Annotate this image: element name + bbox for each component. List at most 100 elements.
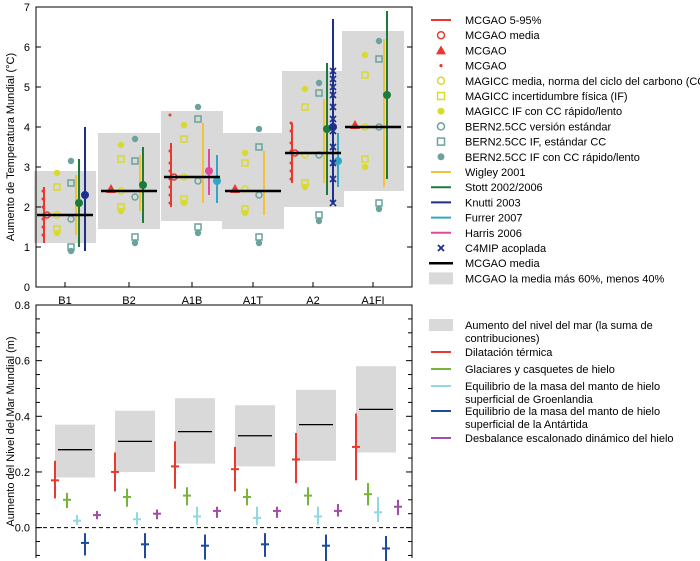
legend-label-c4mip: C4MIP acoplada xyxy=(465,243,547,255)
sea-level-legend: Aumento del nivel del mar (la suma de con… xyxy=(429,319,674,445)
legend-label-line-total-1: contribuciones) xyxy=(465,333,540,345)
legend-symbol-mcgao_mean_circle xyxy=(436,30,446,40)
ytick-label-5: 5 xyxy=(24,82,30,94)
legend-label-wigley: Wigley 2001 xyxy=(465,167,526,179)
mark-s8-A1B-0 xyxy=(194,223,202,231)
ytick-label-2: 2 xyxy=(24,202,30,214)
legend-label-furrer: Furrer 2007 xyxy=(465,213,522,225)
ytick-label-6: 6 xyxy=(24,42,30,54)
legend-symbol-total xyxy=(429,319,453,331)
mark-s3-A2-2 xyxy=(289,161,293,165)
mark-s9-B1-1 xyxy=(67,157,75,165)
mark-s3-A1B-4 xyxy=(168,169,172,173)
mark-s11-B2-dot xyxy=(139,181,147,189)
y-axis-label: Aumento del Nivel del Mar Mundial (m) xyxy=(5,336,17,526)
mark-s8-A1B-1 xyxy=(194,115,202,123)
legend-label-mcgao_mean_circle: MCGAO media xyxy=(465,30,540,42)
mark-s15-A2-0 xyxy=(329,199,337,207)
ytick-label-3: 3 xyxy=(24,162,30,174)
mark-s6-A1T-0 xyxy=(241,209,249,217)
mark-s9-A1FI-1 xyxy=(375,37,383,45)
legend-label-mcgao_dot: MCGAO xyxy=(465,61,507,73)
temperature-legend: MCGAO 5-95% MCGAO media MCGAO MCGAO MAGICC m… xyxy=(429,15,700,285)
mark-s5-A1FI-1 xyxy=(361,71,369,79)
legend-symbol-bern_ifcc xyxy=(437,153,445,161)
ytick-label-0.8: 0.8 xyxy=(15,300,30,312)
legend-label-glaciers: Glaciares y casquetes de hielo xyxy=(465,364,615,376)
mark-s15-A2-7 xyxy=(329,91,337,99)
mark-s6-A1T-1 xyxy=(241,149,249,157)
mark-s3-A2-4 xyxy=(289,141,293,145)
legend-label-mcgao_range: MCGAO 5-95% xyxy=(465,15,542,27)
mark-s15-A2-4 xyxy=(329,127,337,135)
mark-s9-B2-0 xyxy=(131,239,139,247)
mark-s15-A2-3 xyxy=(329,143,337,151)
mark-s6-A1B-1 xyxy=(180,121,188,129)
mark-s12-B1-dot xyxy=(81,191,89,199)
ytick-label-1: 1 xyxy=(24,242,30,254)
legend-label-line-antarctic-0: Equilibrio de la masa del manto de hielo xyxy=(465,406,660,418)
legend-label-thermal: Dilatación térmica xyxy=(465,347,553,359)
total-band-A1B xyxy=(175,398,215,464)
mark-s3-B1-6 xyxy=(41,189,45,193)
legend-label-magicc_mean: MAGICC media, norma del ciclo del carbon… xyxy=(465,76,700,88)
mark-s5-A1T-1 xyxy=(241,159,249,167)
mark-s3-B1-4 xyxy=(41,205,45,209)
mark-s7-B2-0 xyxy=(131,193,139,201)
legend-label-antarctic: Equilibrio de la masa del manto de hielo… xyxy=(465,406,660,431)
mark-s3-B1-2 xyxy=(41,217,45,221)
mark-s6-B1-0 xyxy=(53,229,61,237)
xtick-label-A1T: A1T xyxy=(243,295,263,307)
legend-symbol-mcgao_dot xyxy=(439,64,443,68)
mark-s9-A1B-0 xyxy=(194,229,202,237)
mark-s3-A1B-2 xyxy=(168,185,172,189)
mark-s9-B1-0 xyxy=(67,247,75,255)
mark-s15-A2-6 xyxy=(329,103,337,111)
xtick-label-A1FI: A1FI xyxy=(361,295,384,307)
legend-label-dynamic: Desbalance escalonado dinámico del hielo xyxy=(465,433,674,445)
ytick-label-0: 0 xyxy=(24,282,30,294)
mark-s8-B1-1 xyxy=(67,179,75,187)
mark-s3-A2-0 xyxy=(289,177,293,181)
mark-s6-A1FI-1 xyxy=(361,51,369,59)
xtick-label-B2: B2 xyxy=(122,295,135,307)
mark-s13-A2-dot xyxy=(334,157,342,165)
legend-label-bern_if: BERN2.5CC IF, estándar CC xyxy=(465,137,606,149)
legend-label-mean_line: MCGAO media xyxy=(465,258,540,270)
legend-symbol-magicc_if xyxy=(436,91,446,101)
temperature-chart: 0 1 2 3 4 5 6 7 B1 B2 A1B A1T A2 A1FI Aumento de Tempe… xyxy=(5,2,413,307)
mark-s3-B1-1 xyxy=(41,225,45,229)
legend-symbol-c4mip xyxy=(437,244,445,252)
total-band-A2 xyxy=(296,389,336,461)
mark-s15-A2-1 xyxy=(329,175,337,183)
legend-symbol-band xyxy=(429,272,453,285)
mark-s15-A2-8 xyxy=(329,83,337,91)
legend-label-harris: Harris 2006 xyxy=(465,228,522,240)
mark-s6-B1-1 xyxy=(53,169,61,177)
mark-s12-A2-dot xyxy=(329,123,337,131)
legend-label-stott: Stott 2002/2006 xyxy=(465,182,543,194)
legend-label-magicc_if: MAGICC incertidumbre física (IF) xyxy=(465,91,628,103)
xtick-label-A2: A2 xyxy=(306,295,319,307)
mark-s6-A1B-0 xyxy=(180,199,188,207)
legend-label-mcgao_triangle: MCGAO xyxy=(465,45,507,57)
y-axis-label: Aumento de Temperatura Mundial (°C) xyxy=(5,53,17,241)
mark-s3-A2-5 xyxy=(289,129,293,133)
ytick-label-0.6: 0.6 xyxy=(15,356,30,368)
legend-symbol-magicc_mean xyxy=(436,76,446,86)
legend-symbol-bern_std xyxy=(436,122,446,131)
legend-label-magicc_ifcc: MAGICC IF con CC rápido/lento xyxy=(465,106,622,118)
mark-s8-A1T-1 xyxy=(255,143,263,151)
mark-s15-A2-10 xyxy=(329,67,337,75)
mark-s9-A1B-1 xyxy=(194,103,202,111)
mark-s3-A1B-0 xyxy=(168,201,172,205)
legend-label-line-antarctic-1: superficial de la Antártida xyxy=(465,419,589,431)
legend-symbol-magicc_ifcc xyxy=(437,107,445,115)
xtick-label-B1: B1 xyxy=(58,295,71,307)
legend-label-bern_std: BERN2.5CC versión estándar xyxy=(465,121,611,133)
mark-s15-A2-9 xyxy=(329,75,337,83)
mark-s6-B2-0 xyxy=(117,207,125,215)
legend-label-knutti: Knutti 2003 xyxy=(465,197,521,209)
mark-s6-A1FI-0 xyxy=(361,163,369,171)
